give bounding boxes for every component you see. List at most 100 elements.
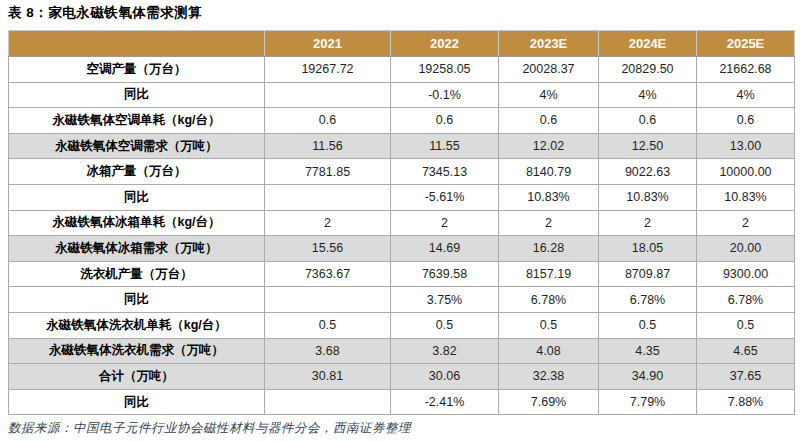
- table-row: 永磁铁氧体洗衣机单耗（kg/台）0.50.50.50.50.5: [9, 312, 795, 338]
- value-cell: 4.08: [499, 338, 599, 364]
- value-cell: 0.5: [599, 312, 697, 338]
- value-cell: 30.06: [391, 364, 499, 390]
- value-cell: 0.5: [499, 312, 599, 338]
- row-label: 洗衣机产量（万台）: [9, 261, 265, 287]
- row-label: 永磁铁氧体冰箱单耗（kg/台）: [9, 210, 265, 236]
- table-row: 同比-5.61%10.83%10.83%10.83%: [9, 184, 795, 210]
- value-cell: 14.69: [391, 236, 499, 262]
- row-label: 永磁铁氧体空调需求（万吨）: [9, 133, 265, 159]
- value-cell: 7363.67: [265, 261, 391, 287]
- value-cell: 20.00: [697, 236, 795, 262]
- value-cell: 0.6: [599, 108, 697, 134]
- table-row: 永磁铁氧体空调需求（万吨）11.5611.5512.0212.5013.00: [9, 133, 795, 159]
- table-header-row: 202120222023E2024E2025E: [9, 31, 795, 57]
- value-cell: 0.6: [697, 108, 795, 134]
- value-cell: -0.1%: [391, 82, 499, 108]
- table-row: 同比3.75%6.78%6.78%6.78%: [9, 287, 795, 313]
- value-cell: 7.88%: [697, 389, 795, 415]
- column-header-2023E: 2023E: [499, 31, 599, 57]
- column-header-2021: 2021: [265, 31, 391, 57]
- value-cell: 8157.19: [499, 261, 599, 287]
- value-cell: 7.69%: [499, 389, 599, 415]
- value-cell: 4%: [499, 82, 599, 108]
- row-label: 永磁铁氧体空调单耗（kg/台）: [9, 108, 265, 134]
- value-cell: 3.75%: [391, 287, 499, 313]
- value-cell: 11.56: [265, 133, 391, 159]
- value-cell: 8709.87: [599, 261, 697, 287]
- value-cell: 6.78%: [499, 287, 599, 313]
- value-cell: 34.90: [599, 364, 697, 390]
- value-cell: 7.79%: [599, 389, 697, 415]
- value-cell: 0.6: [391, 108, 499, 134]
- value-cell: -5.61%: [391, 184, 499, 210]
- table-row: 永磁铁氧体冰箱单耗（kg/台）22222: [9, 210, 795, 236]
- value-cell: [265, 82, 391, 108]
- value-cell: 4%: [599, 82, 697, 108]
- row-label: 永磁铁氧体冰箱需求（万吨）: [9, 236, 265, 262]
- table-row: 永磁铁氧体空调单耗（kg/台）0.60.60.60.60.6: [9, 108, 795, 134]
- value-cell: 11.55: [391, 133, 499, 159]
- table-row: 同比-0.1%4%4%4%: [9, 82, 795, 108]
- value-cell: 10000.00: [697, 159, 795, 185]
- value-cell: -2.41%: [391, 389, 499, 415]
- value-cell: 4.65: [697, 338, 795, 364]
- value-cell: 12.50: [599, 133, 697, 159]
- value-cell: 10.83%: [599, 184, 697, 210]
- value-cell: [265, 389, 391, 415]
- value-cell: 18.05: [599, 236, 697, 262]
- value-cell: 15.56: [265, 236, 391, 262]
- value-cell: 7345.13: [391, 159, 499, 185]
- table-title: 表 8：家电永磁铁氧体需求测算: [8, 4, 202, 22]
- row-label: 同比: [9, 82, 265, 108]
- value-cell: 3.82: [391, 338, 499, 364]
- value-cell: 2: [265, 210, 391, 236]
- value-cell: 6.78%: [697, 287, 795, 313]
- row-label: 合计（万吨）: [9, 364, 265, 390]
- value-cell: 19267.72: [265, 57, 391, 83]
- value-cell: 6.78%: [599, 287, 697, 313]
- value-cell: 2: [391, 210, 499, 236]
- table-row: 合计（万吨）30.8130.0632.3834.9037.65: [9, 364, 795, 390]
- table-row: 洗衣机产量（万台）7363.677639.588157.198709.87930…: [9, 261, 795, 287]
- row-label: 同比: [9, 184, 265, 210]
- value-cell: 3.68: [265, 338, 391, 364]
- value-cell: [265, 184, 391, 210]
- value-cell: 16.28: [499, 236, 599, 262]
- table-row: 空调产量（万台）19267.7219258.0520028.3720829.50…: [9, 57, 795, 83]
- value-cell: 2: [697, 210, 795, 236]
- value-cell: 20028.37: [499, 57, 599, 83]
- value-cell: 9300.00: [697, 261, 795, 287]
- column-header-2024E: 2024E: [599, 31, 697, 57]
- value-cell: [265, 287, 391, 313]
- value-cell: 7781.85: [265, 159, 391, 185]
- value-cell: 0.5: [391, 312, 499, 338]
- value-cell: 4%: [697, 82, 795, 108]
- value-cell: 4.35: [599, 338, 697, 364]
- data-source-note: 数据来源：中国电子元件行业协会磁性材料与器件分会，西南证券整理: [8, 420, 411, 437]
- value-cell: 0.6: [499, 108, 599, 134]
- report-page: 表 8：家电永磁铁氧体需求测算 202120222023E2024E2025E …: [0, 0, 800, 442]
- value-cell: 13.00: [697, 133, 795, 159]
- value-cell: 10.83%: [499, 184, 599, 210]
- row-label: 永磁铁氧体洗衣机单耗（kg/台）: [9, 312, 265, 338]
- value-cell: 9022.63: [599, 159, 697, 185]
- value-cell: 0.6: [265, 108, 391, 134]
- value-cell: 2: [499, 210, 599, 236]
- value-cell: 0.5: [697, 312, 795, 338]
- table-row: 冰箱产量（万台）7781.857345.138140.799022.631000…: [9, 159, 795, 185]
- column-header-blank: [9, 31, 265, 57]
- row-label: 同比: [9, 287, 265, 313]
- row-label: 冰箱产量（万台）: [9, 159, 265, 185]
- value-cell: 2: [599, 210, 697, 236]
- value-cell: 30.81: [265, 364, 391, 390]
- row-label: 同比: [9, 389, 265, 415]
- value-cell: 8140.79: [499, 159, 599, 185]
- value-cell: 37.65: [697, 364, 795, 390]
- row-label: 空调产量（万台）: [9, 57, 265, 83]
- value-cell: 32.38: [499, 364, 599, 390]
- column-header-2022: 2022: [391, 31, 499, 57]
- value-cell: 19258.05: [391, 57, 499, 83]
- value-cell: 10.83%: [697, 184, 795, 210]
- table-body: 空调产量（万台）19267.7219258.0520028.3720829.50…: [9, 57, 795, 415]
- value-cell: 12.02: [499, 133, 599, 159]
